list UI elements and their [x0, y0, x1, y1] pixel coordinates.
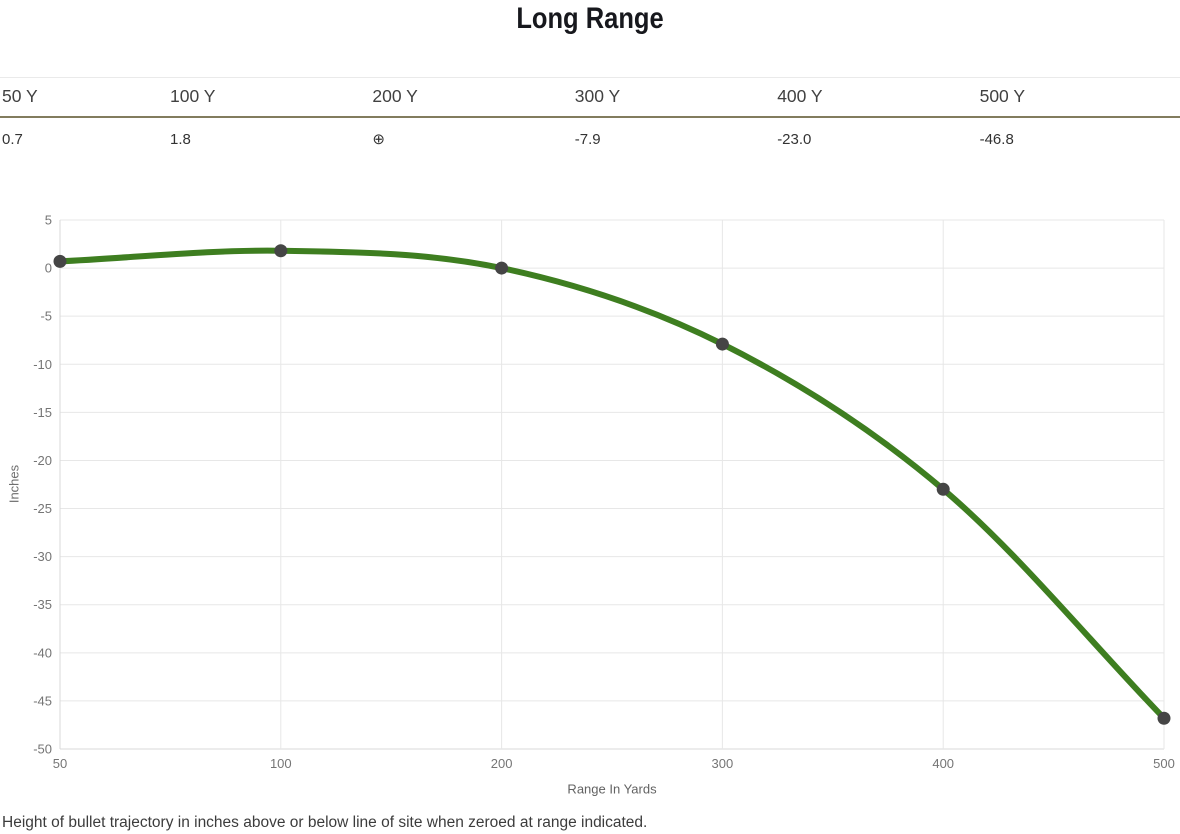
range-header-400y: 400 Y	[777, 86, 823, 106]
y-tick-label: -20	[33, 453, 52, 468]
chart-caption: Height of bullet trajectory in inches ab…	[2, 814, 648, 831]
range-header-500y: 500 Y	[979, 86, 1026, 106]
trajectory-table-value-row: 0.7 1.8 ⊕ -7.9 -23.0 -46.8	[0, 118, 1180, 164]
drop-value-50y: 0.7	[2, 131, 23, 148]
y-axis-title: Inches	[6, 464, 22, 504]
range-header-200y: 200 Y	[372, 86, 418, 106]
x-tick-label: 300	[712, 756, 734, 771]
x-tick-label: 200	[491, 756, 513, 771]
y-tick-label: 0	[45, 261, 52, 276]
x-tick-label: 50	[53, 756, 67, 771]
y-tick-label: -40	[33, 645, 52, 660]
y-tick-label: -50	[33, 742, 52, 757]
trajectory-table-header-row: 50 Y 100 Y 200 Y 300 Y 400 Y 500 Y	[0, 78, 1180, 118]
data-point-50y[interactable]	[53, 254, 67, 268]
range-header-100y: 100 Y	[170, 86, 216, 106]
y-tick-label: -10	[33, 357, 52, 372]
drop-value-300y: -7.9	[574, 131, 601, 148]
data-point-100y[interactable]	[274, 244, 288, 258]
drop-value-500y: -46.8	[979, 131, 1014, 148]
trajectory-line[interactable]	[57, 247, 1167, 722]
x-tick-label: 100	[270, 756, 292, 771]
y-tick-label: -30	[33, 549, 52, 564]
x-axis-title: Range In Yards	[567, 781, 657, 797]
y-tick-label: -35	[33, 597, 52, 612]
data-point-500y[interactable]	[1157, 711, 1171, 725]
range-header-300y: 300 Y	[574, 86, 621, 106]
y-tick-label: -5	[40, 309, 52, 324]
page-title: Long Range	[516, 2, 664, 35]
ballistics-trajectory-page: Long Range 50 Y 100 Y 200 Y 300 Y 400 Y …	[0, 3, 1180, 832]
data-point-200y[interactable]	[495, 261, 509, 275]
data-point-300y[interactable]	[715, 337, 729, 351]
y-tick-label: 5	[45, 213, 52, 228]
trajectory-chart: 5 0 -5 -10 -15 -20 -25 -30 -35 -40 -45 -50 50 100 200 3…	[0, 194, 1180, 804]
x-tick-label: 400	[932, 756, 954, 771]
drop-value-400y: -23.0	[777, 131, 812, 148]
x-tick-label: 500	[1153, 756, 1175, 771]
drop-value-100y: 1.8	[170, 131, 191, 148]
y-tick-label: -45	[33, 693, 52, 708]
y-tick-label: -25	[33, 501, 52, 516]
zero-range-marker: ⊕	[372, 131, 385, 148]
y-tick-label: -15	[33, 405, 52, 420]
trajectory-table: 50 Y 100 Y 200 Y 300 Y 400 Y 500 Y 0.7 1…	[0, 77, 1180, 164]
data-point-400y[interactable]	[936, 482, 950, 496]
range-header-50y: 50 Y	[2, 86, 38, 106]
